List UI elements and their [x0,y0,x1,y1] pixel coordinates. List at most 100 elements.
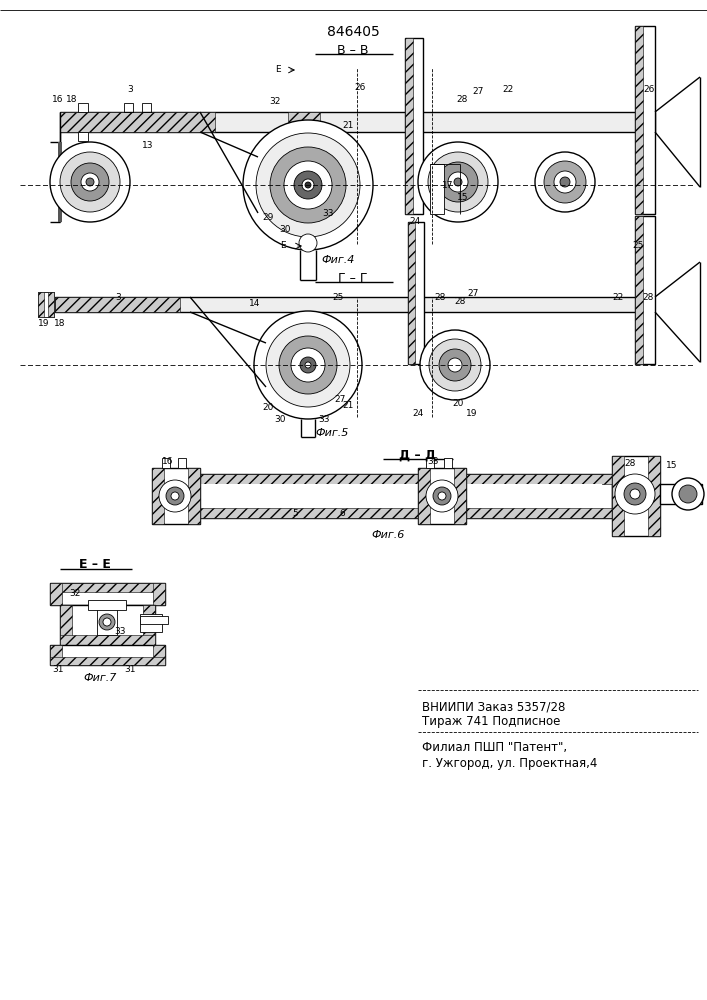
Text: 20: 20 [452,399,464,408]
Bar [38,292,44,317]
Circle shape [284,161,332,209]
Circle shape [243,120,373,250]
Bar [178,458,186,468]
Circle shape [99,614,115,630]
Circle shape [266,323,350,407]
Text: 26: 26 [643,85,655,94]
Bar [50,657,165,665]
Bar [418,468,430,524]
Bar [426,458,434,468]
Text: 31: 31 [52,666,64,674]
Circle shape [439,349,471,381]
Text: Тираж 741 Подписное: Тираж 741 Подписное [422,716,561,728]
Text: Фиг.5: Фиг.5 [315,428,349,438]
Circle shape [615,474,655,514]
Bar [405,38,413,214]
Circle shape [103,618,111,626]
Text: 19: 19 [38,320,49,328]
Text: 33: 33 [322,210,334,219]
Text: 26: 26 [354,84,366,93]
Text: г. Ужгород, ул. Проектная,4: г. Ужгород, ул. Проектная,4 [422,756,597,770]
Text: 31: 31 [124,666,136,674]
Circle shape [438,492,446,500]
Text: 846405: 846405 [327,25,380,39]
Text: В – В: В – В [337,43,369,56]
Circle shape [71,163,109,201]
Circle shape [270,147,346,223]
Text: Е – Е: Е – Е [79,558,111,572]
Bar [143,605,155,645]
Text: 6: 6 [339,510,345,518]
Circle shape [299,234,317,252]
Text: 27: 27 [472,88,484,97]
Bar [60,635,155,645]
Circle shape [279,336,337,394]
Text: 27: 27 [334,394,346,403]
Text: 28: 28 [434,292,445,302]
Circle shape [454,178,462,186]
Text: 33: 33 [115,628,126,637]
Circle shape [159,480,191,512]
Text: 32: 32 [269,98,281,106]
Circle shape [448,172,468,192]
Bar [612,456,624,536]
Circle shape [294,171,322,199]
Circle shape [300,357,316,373]
Text: 22: 22 [612,292,624,302]
Bar [288,112,320,132]
Bar [50,583,165,605]
Bar [635,26,643,214]
Bar [162,474,612,484]
Text: 33: 33 [318,414,329,424]
Bar [152,468,200,524]
Text: Фиг.4: Фиг.4 [321,255,355,265]
Bar [48,292,54,317]
Text: 3: 3 [115,292,121,302]
Bar [97,605,117,635]
Bar [55,297,650,312]
Circle shape [166,487,184,505]
Circle shape [81,173,99,191]
Circle shape [433,487,451,505]
Bar [635,216,655,364]
Bar [60,605,155,645]
Text: 24: 24 [412,410,423,418]
Circle shape [254,311,362,419]
Text: 3: 3 [127,86,133,95]
Circle shape [256,133,360,237]
Text: 17: 17 [443,182,454,190]
Text: 33: 33 [427,458,439,466]
Text: 28: 28 [643,292,654,302]
Bar [405,38,423,214]
Text: 32: 32 [69,588,81,597]
Circle shape [50,142,130,222]
Bar [55,297,180,312]
Text: 28: 28 [456,96,468,104]
Bar [660,484,702,504]
Text: 15: 15 [666,462,678,471]
Bar [38,292,54,317]
Text: 21: 21 [342,401,354,410]
Text: Д – Д: Д – Д [399,448,436,462]
Bar [648,456,660,536]
Bar [50,583,62,605]
Bar [124,103,133,112]
Bar [162,474,612,518]
Bar [418,468,466,524]
Text: ВНИИПИ Заказ 5357/28: ВНИИПИ Заказ 5357/28 [422,700,566,714]
Circle shape [448,358,462,372]
Circle shape [418,142,498,222]
Bar [140,614,162,632]
Circle shape [426,480,458,512]
Bar [612,456,660,536]
Bar [162,508,612,518]
Circle shape [560,177,570,187]
Text: 5: 5 [292,510,298,518]
Text: 25: 25 [332,292,344,302]
Bar [142,103,151,112]
Circle shape [60,152,120,212]
Bar [50,583,165,592]
Text: 27: 27 [467,290,479,298]
Circle shape [428,152,488,212]
Bar [408,222,424,364]
